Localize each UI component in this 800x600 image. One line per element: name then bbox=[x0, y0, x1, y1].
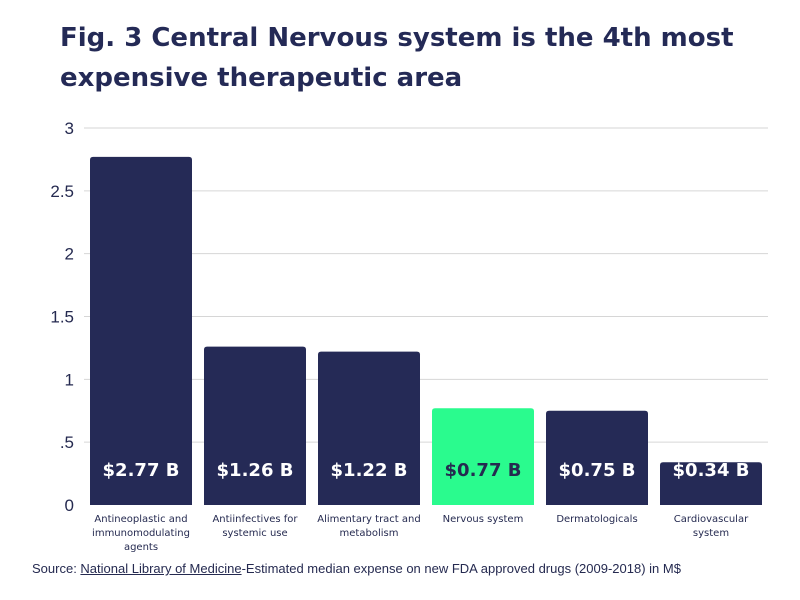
data-label: $0.34 B bbox=[673, 460, 750, 481]
source-link[interactable]: National Library of Medicine bbox=[80, 561, 242, 576]
data-label: $1.26 B bbox=[217, 460, 294, 481]
bar bbox=[660, 462, 762, 505]
data-label: $1.22 B bbox=[331, 460, 408, 481]
y-tick-label: 1 bbox=[65, 370, 74, 389]
x-tick-label-line: systemic use bbox=[222, 528, 287, 539]
x-tick-label-line: metabolism bbox=[340, 528, 399, 539]
x-tick-label-line: Cardiovascular bbox=[674, 514, 749, 525]
x-tick-label-line: Antiinfectives for bbox=[212, 514, 298, 525]
data-label: $0.77 B bbox=[445, 460, 522, 481]
y-tick-label: 0 bbox=[65, 496, 74, 515]
x-tick-label: Alimentary tract and metabolism bbox=[317, 514, 420, 539]
y-tick-label: 3 bbox=[65, 119, 74, 138]
bar bbox=[432, 408, 534, 505]
y-axis-ticks: 0 .5 1 1.5 2 2.5 3 bbox=[50, 119, 74, 515]
source-prefix: Source: bbox=[32, 561, 81, 576]
chart-title: Fig. 3 Central Nervous system is the 4th… bbox=[60, 18, 780, 98]
x-tick-label-line: Antineoplastic and bbox=[94, 514, 187, 525]
x-tick-label: Antiinfectives for systemic use bbox=[212, 514, 298, 539]
y-tick-label: 1.5 bbox=[50, 308, 74, 327]
y-tick-label: 2.5 bbox=[50, 182, 74, 201]
data-label: $0.75 B bbox=[559, 460, 636, 481]
bar bbox=[204, 346, 306, 505]
bar bbox=[546, 410, 648, 505]
x-tick-label: Dermatologicals bbox=[556, 514, 637, 525]
data-label: $2.77 B bbox=[103, 460, 180, 481]
x-tick-label-line: system bbox=[693, 528, 729, 539]
y-tick-label: .5 bbox=[60, 433, 74, 452]
x-tick-label-line: agents bbox=[124, 542, 158, 553]
x-tick-label: Cardiovascular system bbox=[674, 514, 749, 539]
bars bbox=[90, 156, 762, 506]
x-tick-label-line: Alimentary tract and bbox=[317, 514, 420, 525]
chart-title-line-1: Fig. 3 Central Nervous system is the 4th… bbox=[60, 23, 734, 53]
x-tick-label: Antineoplastic and immunomodulating agents bbox=[92, 514, 190, 553]
source-note: Source: National Library of Medicine-Est… bbox=[32, 561, 681, 576]
gridlines bbox=[84, 127, 768, 443]
x-tick-label-line: Nervous system bbox=[443, 514, 524, 525]
x-tick-label: Nervous system bbox=[443, 514, 524, 525]
data-labels: $2.77 B $1.26 B $1.22 B $0.77 B $0.75 B $0.34… bbox=[103, 460, 750, 481]
source-suffix: -Estimated median expense on new FDA app… bbox=[241, 561, 681, 576]
x-tick-label-line: Dermatologicals bbox=[556, 514, 637, 525]
x-axis-labels: Antineoplastic and immunomodulating agents… bbox=[92, 514, 749, 553]
y-tick-label: 2 bbox=[65, 245, 74, 264]
x-tick-label-line: immunomodulating bbox=[92, 528, 190, 539]
bar bbox=[90, 156, 192, 506]
bar bbox=[318, 351, 420, 505]
chart-title-line-2: expensive therapeutic area bbox=[60, 63, 463, 93]
